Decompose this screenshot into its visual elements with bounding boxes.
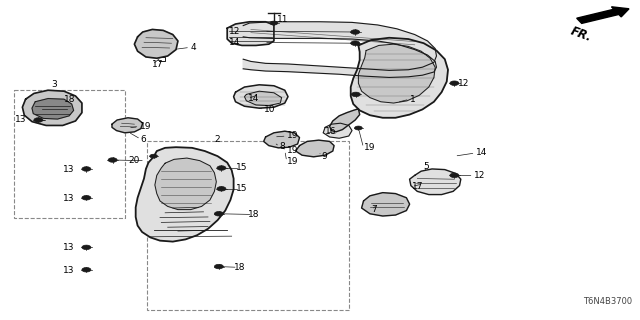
Text: 1: 1	[410, 95, 415, 104]
Circle shape	[82, 196, 91, 200]
Polygon shape	[330, 109, 360, 132]
Polygon shape	[234, 85, 288, 108]
Polygon shape	[244, 91, 282, 106]
Circle shape	[217, 187, 226, 191]
Polygon shape	[22, 90, 82, 125]
Circle shape	[108, 158, 117, 162]
Text: 14: 14	[228, 38, 240, 47]
Polygon shape	[296, 140, 334, 157]
Text: 13: 13	[63, 194, 74, 203]
Text: 4: 4	[190, 43, 196, 52]
Text: 10: 10	[264, 105, 276, 114]
Polygon shape	[134, 29, 178, 58]
Text: 18: 18	[234, 263, 245, 272]
Circle shape	[351, 92, 360, 97]
Text: 17: 17	[412, 182, 423, 191]
Text: 11: 11	[276, 15, 288, 24]
Text: 19: 19	[287, 132, 298, 140]
Text: 12: 12	[458, 79, 469, 88]
Text: 13: 13	[63, 266, 74, 275]
Text: 20: 20	[128, 156, 140, 165]
Text: 18: 18	[64, 95, 76, 104]
Circle shape	[450, 81, 459, 85]
Text: 13: 13	[63, 165, 74, 174]
Text: 13: 13	[63, 244, 74, 252]
Text: 12: 12	[474, 171, 485, 180]
Polygon shape	[32, 99, 74, 119]
Polygon shape	[112, 118, 143, 133]
Polygon shape	[243, 22, 436, 77]
Polygon shape	[155, 158, 216, 210]
Text: 15: 15	[236, 164, 247, 172]
Text: 19: 19	[287, 157, 298, 166]
Circle shape	[150, 154, 157, 158]
Text: 2: 2	[215, 135, 220, 144]
Circle shape	[351, 41, 360, 45]
Text: 14: 14	[476, 148, 487, 157]
Text: 9: 9	[321, 152, 327, 161]
Text: T6N4B3700: T6N4B3700	[583, 297, 632, 306]
Text: 19: 19	[364, 143, 375, 152]
Text: 7: 7	[371, 205, 377, 214]
Polygon shape	[358, 44, 435, 103]
Polygon shape	[410, 169, 461, 195]
Text: 5: 5	[424, 162, 429, 171]
Text: FR.: FR.	[568, 25, 593, 44]
Circle shape	[82, 167, 91, 171]
Circle shape	[214, 264, 223, 269]
Circle shape	[355, 126, 362, 130]
Circle shape	[270, 21, 278, 25]
Circle shape	[82, 268, 91, 272]
Circle shape	[450, 173, 459, 178]
Text: 18: 18	[248, 210, 260, 219]
Text: 3: 3	[52, 80, 57, 89]
Circle shape	[351, 30, 360, 34]
Text: 17: 17	[152, 60, 164, 69]
Text: 8: 8	[280, 142, 285, 151]
FancyArrow shape	[577, 7, 629, 23]
Polygon shape	[323, 123, 352, 138]
Text: 6: 6	[141, 135, 147, 144]
Polygon shape	[136, 147, 234, 242]
Circle shape	[214, 212, 223, 216]
Text: 19: 19	[287, 146, 298, 155]
Text: 16: 16	[325, 127, 337, 136]
Polygon shape	[362, 193, 410, 216]
Text: 19: 19	[140, 122, 151, 131]
Polygon shape	[264, 131, 300, 148]
Circle shape	[82, 245, 91, 250]
Polygon shape	[227, 22, 274, 45]
Bar	[147, 141, 349, 310]
Text: 14: 14	[248, 94, 259, 103]
Text: 15: 15	[236, 184, 247, 193]
Text: 13: 13	[15, 116, 26, 124]
Circle shape	[217, 166, 226, 170]
Circle shape	[34, 118, 43, 122]
Bar	[14, 90, 125, 218]
Polygon shape	[351, 38, 448, 118]
Text: 12: 12	[228, 27, 240, 36]
